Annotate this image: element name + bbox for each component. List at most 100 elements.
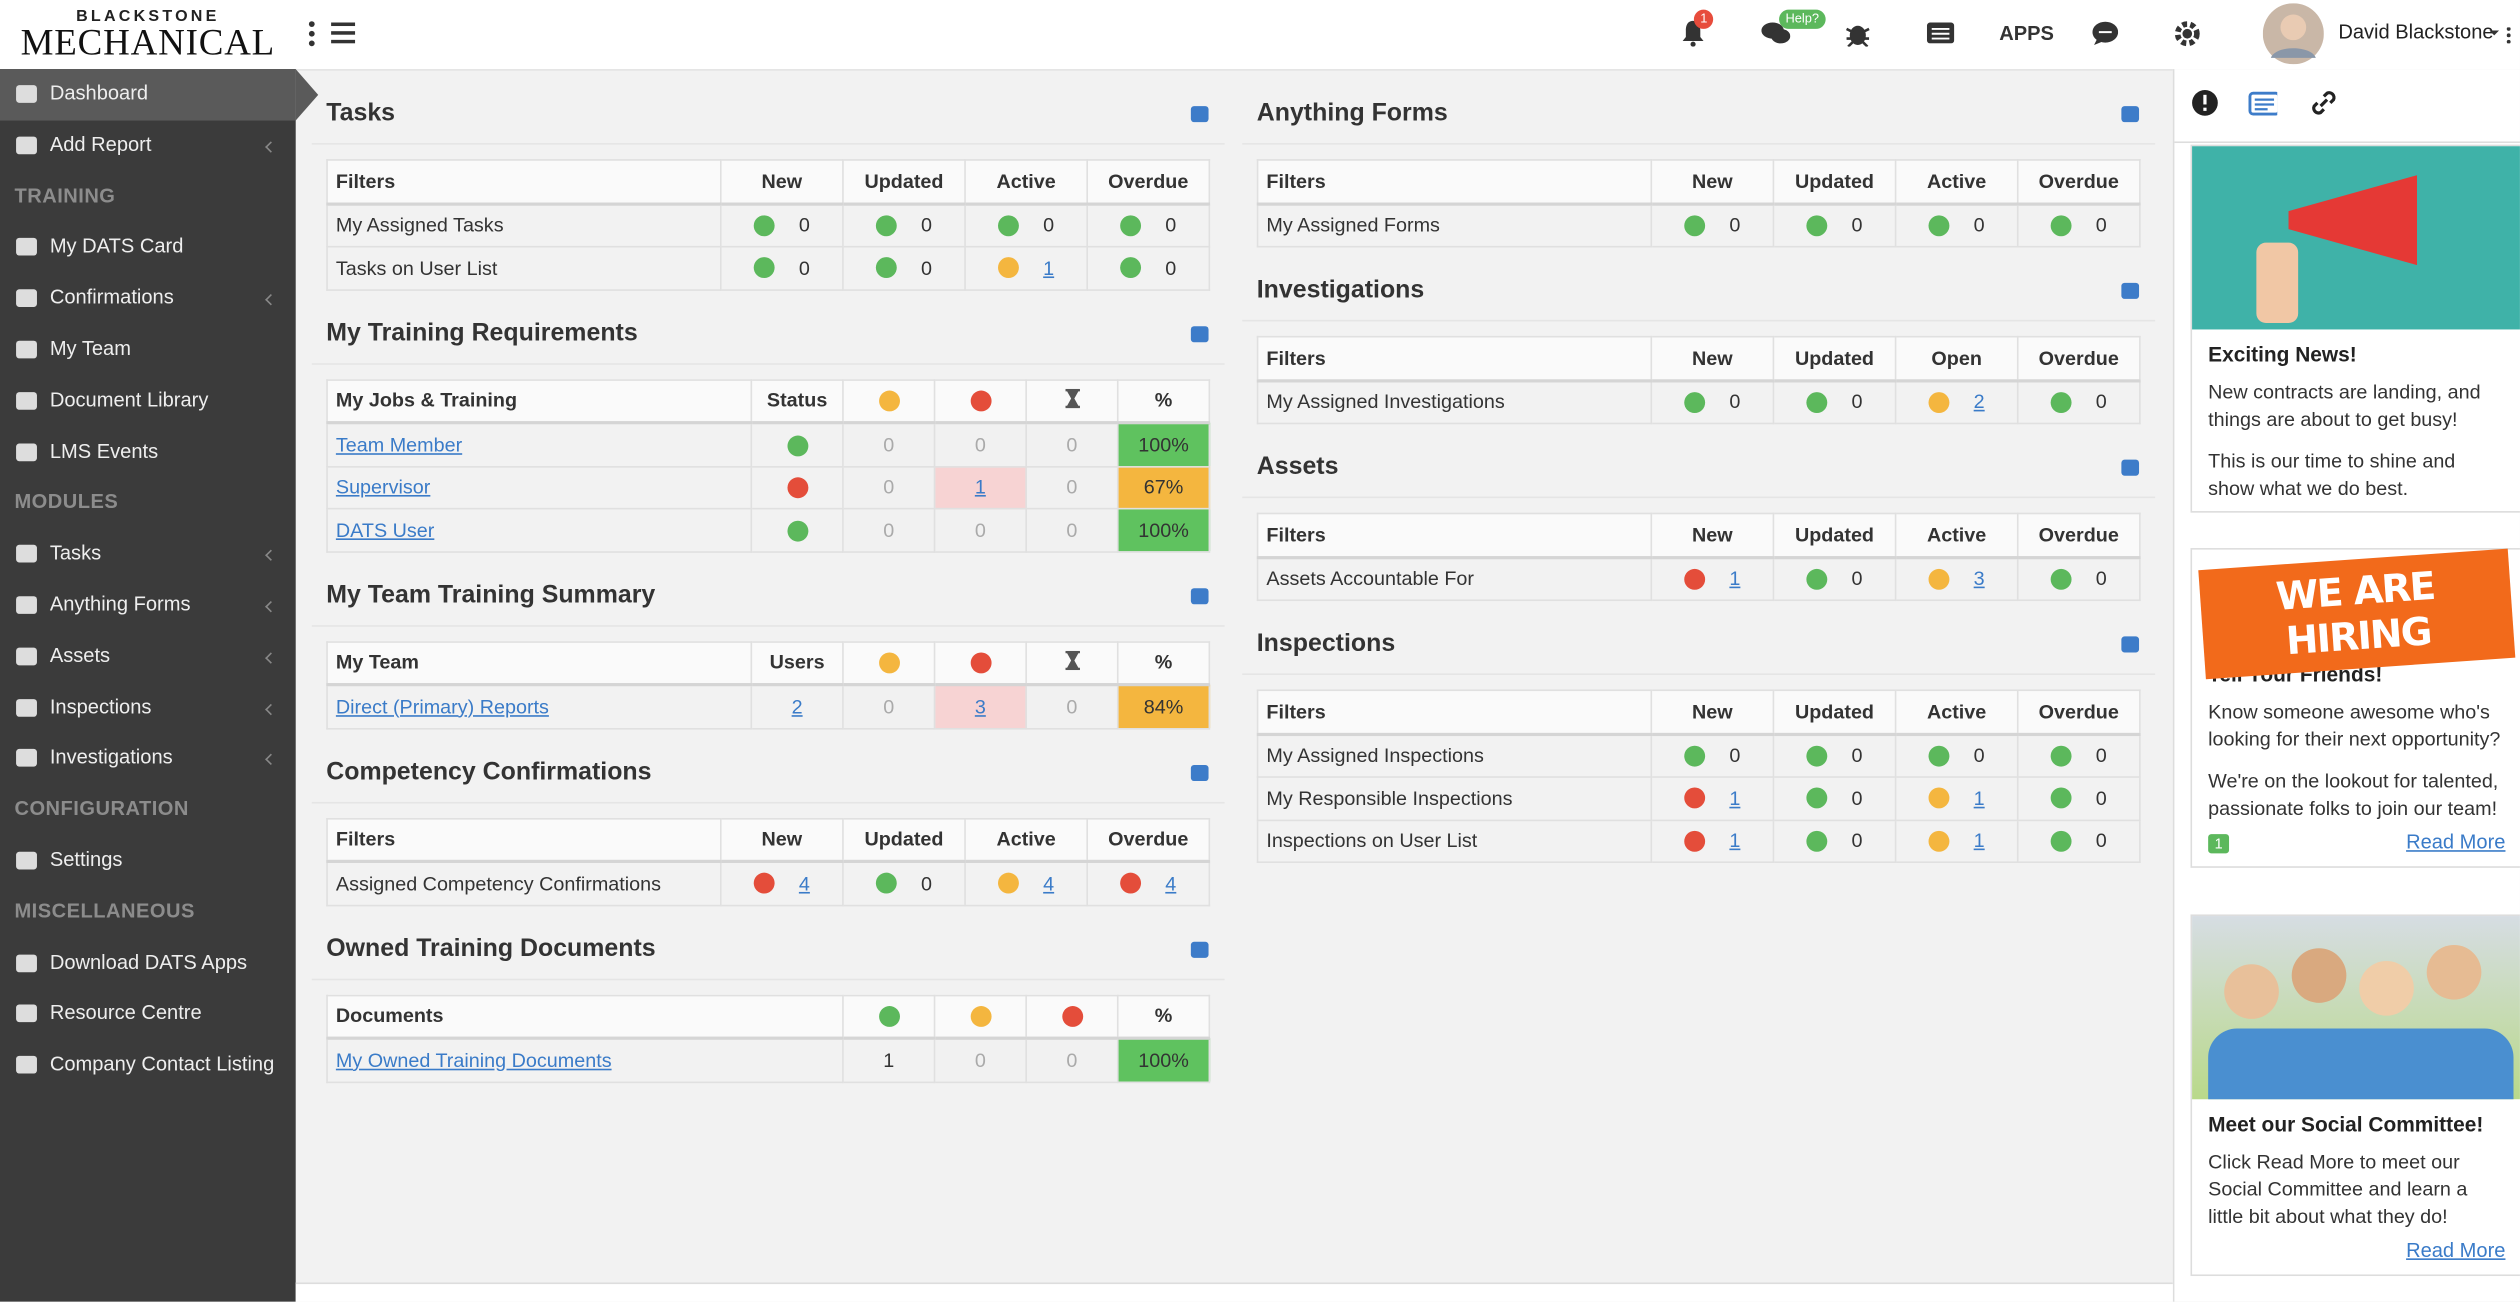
cell-link[interactable]: 4 xyxy=(1043,872,1055,895)
user-name[interactable]: David Blackstone xyxy=(2338,20,2494,44)
sidebar-item[interactable]: Dashboard xyxy=(0,69,319,121)
cell-link[interactable]: 1 xyxy=(1043,256,1055,280)
sidebar-item[interactable]: Add Report xyxy=(0,120,296,171)
settings-icon[interactable] xyxy=(2173,19,2202,48)
panel-icon[interactable] xyxy=(1190,587,1209,604)
sidebar-item[interactable]: Investigations xyxy=(0,733,296,784)
column-header: My Team xyxy=(326,640,753,687)
cell-link[interactable]: Supervisor xyxy=(335,476,431,499)
status-dot xyxy=(998,257,1019,279)
links-tab[interactable] xyxy=(2309,88,2338,117)
cell-link[interactable]: 1 xyxy=(1729,567,1741,591)
panel-icon[interactable] xyxy=(1190,106,1209,123)
cell-link[interactable]: 2 xyxy=(791,695,803,718)
sidebar-item[interactable]: Company Contact Listing xyxy=(0,1040,296,1091)
news-card: WE ARE HIRING Tell Your Friends! Know some… xyxy=(2190,548,2520,868)
cell-link[interactable]: 1 xyxy=(1729,787,1741,810)
column-header: Overdue xyxy=(2016,512,2141,559)
read-more-link[interactable]: Read More xyxy=(2406,1239,2506,1262)
sidebar-item[interactable]: Document Library xyxy=(0,376,296,427)
cell-link[interactable]: Direct (Primary) Reports xyxy=(335,695,549,718)
panel: Owned Training Documents Documents% My Own… xyxy=(311,920,1225,1097)
header-row: Filters New Updated Active Overdue xyxy=(1256,689,2141,736)
cell-link[interactable]: 4 xyxy=(798,872,810,895)
cell-link[interactable]: 1 xyxy=(974,476,986,499)
panel-table: Filters New Updated Active Overdue My Assigne… xyxy=(1256,689,2141,863)
news-tab[interactable] xyxy=(2248,88,2278,117)
sidebar-item[interactable]: Assets xyxy=(0,631,296,682)
alerts-tab[interactable] xyxy=(2190,88,2219,117)
logo-main[interactable]: MECHANICAL xyxy=(20,22,276,63)
cell-link[interactable]: 3 xyxy=(1973,567,1985,591)
news-paragraph: New contracts are landing, and things ar… xyxy=(2208,380,2481,431)
cell-content: 0 xyxy=(852,214,956,237)
help-badge[interactable]: Help? xyxy=(1779,9,1826,29)
sidebar-icon xyxy=(16,953,37,972)
sidebar-item[interactable]: LMS Events xyxy=(0,427,296,478)
sidebar-item[interactable]: Inspections xyxy=(0,682,296,733)
cell-link[interactable]: My Owned Training Documents xyxy=(335,1049,612,1072)
sidebar-label: Anything Forms xyxy=(49,592,191,616)
apps-link[interactable]: APPS xyxy=(1999,22,2054,45)
panel-icon[interactable] xyxy=(2121,282,2140,299)
table-cell: 0 xyxy=(1086,202,1211,248)
column-label: Filters xyxy=(335,169,396,193)
bug-icon[interactable] xyxy=(1845,19,1871,47)
cell-link[interactable]: 1 xyxy=(1973,787,1985,810)
table-cell: 0 xyxy=(1650,202,1775,248)
cell-text: Inspections on User List xyxy=(1266,829,1478,853)
panel-icon[interactable] xyxy=(1190,325,1209,342)
sidebar-item[interactable]: My Team xyxy=(0,325,296,376)
column-header: New xyxy=(1650,689,1775,736)
cell-value: 0 xyxy=(883,695,895,718)
hamburger-menu[interactable] xyxy=(331,22,356,44)
cell-link[interactable]: DATS User xyxy=(335,518,435,542)
cell-value: 0 xyxy=(883,518,895,542)
panel-icon[interactable] xyxy=(2121,106,2140,123)
cell-value: 100% xyxy=(1138,1049,1189,1072)
sidebar-label: Company Contact Listing xyxy=(49,1052,275,1076)
logo-top[interactable]: BLACKSTONE xyxy=(76,8,220,26)
sidebar-item[interactable]: Confirmations xyxy=(0,274,296,325)
column-label: Active xyxy=(996,828,1056,851)
sidebar-item[interactable]: My DATS Card xyxy=(0,222,296,273)
sidebar-item[interactable]: Tasks xyxy=(0,529,296,580)
cell-link[interactable]: Team Member xyxy=(335,433,463,457)
table-cell: 0 xyxy=(933,421,1027,467)
panel-icon[interactable] xyxy=(1190,940,1209,958)
column-header xyxy=(842,640,936,687)
cell-link[interactable]: 2 xyxy=(1973,390,1985,414)
cell-link[interactable]: 1 xyxy=(1973,829,1985,853)
column-header: Overdue xyxy=(1086,159,1211,205)
status-dot xyxy=(875,257,897,279)
table-cell: 0 xyxy=(1650,379,1775,425)
sidebar-label: Assets xyxy=(49,644,111,667)
chat-icon[interactable] xyxy=(1761,21,1791,45)
sidebar-item[interactable]: Resource Centre xyxy=(0,989,296,1040)
status-dot xyxy=(1120,873,1142,894)
panel-table: Filters New Updated Open Overdue My Assigned … xyxy=(1256,335,2141,425)
list-icon[interactable] xyxy=(1926,22,1955,44)
sidebar-item[interactable]: Anything Forms xyxy=(0,580,296,631)
image-shape xyxy=(2288,175,2418,266)
cell-value: 0 xyxy=(921,256,933,280)
user-avatar[interactable] xyxy=(2262,3,2324,65)
sidebar-item[interactable]: Settings xyxy=(0,836,296,887)
user-caret[interactable] xyxy=(2489,27,2511,44)
expand-chevron xyxy=(265,294,277,306)
cell-content: 0 xyxy=(1782,744,1886,767)
panel-icon[interactable] xyxy=(2121,636,2140,653)
sidebar-item[interactable]: Download DATS Apps xyxy=(0,938,296,989)
cell-link[interactable]: 4 xyxy=(1165,872,1177,895)
sidebar-icon xyxy=(16,698,37,717)
like-badge[interactable]: 1 xyxy=(2208,834,2230,854)
comment-icon[interactable] xyxy=(2092,21,2119,45)
cell-content: 0 xyxy=(1660,391,1764,413)
panel-icon[interactable] xyxy=(1190,764,1209,781)
panel-icon[interactable] xyxy=(2121,459,2140,476)
cell-link[interactable]: 3 xyxy=(974,695,986,718)
cell-link[interactable]: 1 xyxy=(1729,829,1741,853)
kebab-menu[interactable] xyxy=(305,21,318,47)
table-cell: 0 xyxy=(1894,732,2019,778)
read-more-link[interactable]: Read More xyxy=(2406,830,2506,854)
